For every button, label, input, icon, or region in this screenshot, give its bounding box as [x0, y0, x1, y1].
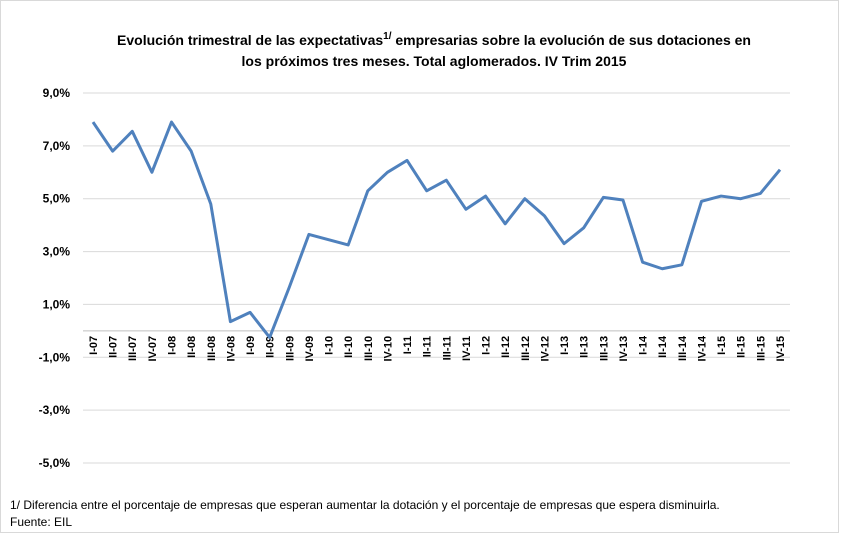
- x-tick-label: II-13: [579, 336, 591, 358]
- y-tick-label: 9,0%: [43, 86, 71, 100]
- y-tick-label: 7,0%: [43, 139, 71, 153]
- x-tick-label: I-13: [559, 336, 571, 355]
- x-tick-label: I-15: [716, 336, 728, 355]
- x-tick-label: III-14: [677, 335, 689, 361]
- x-tick-label: IV-15: [775, 336, 787, 362]
- x-tick-label: IV-11: [461, 336, 473, 361]
- x-tick-label: IV-14: [696, 335, 708, 362]
- y-tick-label: 1,0%: [43, 297, 71, 311]
- x-tick-label: II-11: [422, 336, 434, 357]
- y-tick-label: -5,0%: [39, 456, 71, 470]
- footnote: Fuente: EIL: [10, 515, 72, 529]
- x-tick-label: III-08: [206, 336, 218, 361]
- x-tick-label: I-11: [402, 336, 414, 354]
- x-tick-label: IV-12: [539, 336, 551, 362]
- y-tick-label: 3,0%: [43, 245, 71, 259]
- x-tick-label: I-14: [638, 335, 650, 355]
- x-tick-label: I-10: [324, 336, 336, 355]
- x-tick-label: I-07: [88, 336, 100, 355]
- x-tick-label: III-12: [520, 336, 532, 361]
- x-tick-label: II-09: [265, 336, 277, 358]
- x-tick-label: II-14: [657, 335, 669, 358]
- y-tick-label: -3,0%: [39, 403, 71, 417]
- x-tick-label: II-15: [736, 336, 748, 358]
- x-tick-label: III-10: [363, 336, 375, 361]
- x-tick-label: II-08: [186, 336, 198, 358]
- title-superscript: 1/: [383, 31, 392, 42]
- x-tick-label: II-12: [500, 336, 512, 358]
- chart-title: los próximos tres meses. Total aglomerad…: [242, 53, 627, 69]
- x-tick-label: III-13: [598, 336, 610, 361]
- x-tick-label: III-11: [441, 336, 453, 360]
- x-tick-label: IV-10: [382, 336, 394, 362]
- x-tick-label: IV-09: [304, 336, 316, 362]
- chart-title: Evolución trimestral de las expectativas…: [117, 31, 751, 48]
- x-tick-label: III-15: [755, 336, 767, 361]
- x-tick-label: I-09: [245, 336, 257, 355]
- y-tick-label: -1,0%: [39, 350, 71, 364]
- line: [91, 120, 782, 339]
- x-tick-label: II-07: [108, 336, 120, 358]
- title-part: Evolución trimestral de las expectativas: [117, 32, 383, 48]
- x-tick-label: IV-08: [225, 336, 237, 362]
- x-tick-label: IV-07: [147, 336, 159, 362]
- title-part: empresarias sobre la evolución de sus do…: [392, 32, 751, 48]
- x-tick-label: I-08: [167, 336, 179, 355]
- x-tick-label: III-09: [284, 336, 296, 361]
- x-tick-label: II-10: [343, 336, 355, 358]
- x-tick-label: III-07: [127, 336, 139, 361]
- x-tick-label: I-12: [481, 336, 493, 355]
- x-tick-label: IV-13: [618, 336, 630, 362]
- footnote: 1/ Diferencia entre el porcentaje de emp…: [10, 498, 720, 512]
- y-tick-label: 5,0%: [43, 192, 71, 206]
